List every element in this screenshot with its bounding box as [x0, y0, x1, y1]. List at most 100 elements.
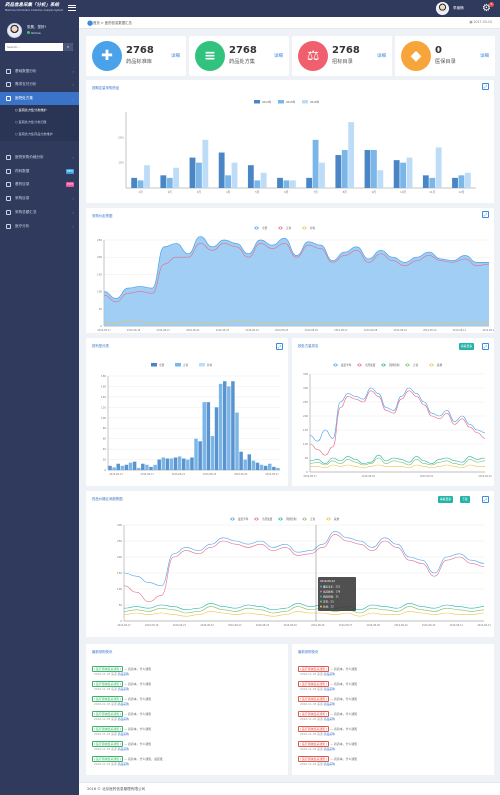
tick-label: 11月 [429, 190, 435, 194]
sidebar-item-3[interactable]: 医院采购价格分析 › [0, 151, 79, 164]
news-link[interactable]: 药品采购 [323, 687, 335, 691]
expand-icon[interactable]: ⤢ [482, 496, 489, 503]
news-headline: [ 医疗器械集采通知 ] — 药药本，什么通知，进度批 [92, 756, 163, 762]
news-link[interactable]: 药品采购 [323, 702, 335, 706]
news-link[interactable]: 药品采购 [117, 717, 129, 721]
expand-icon[interactable]: ⤢ [276, 343, 283, 350]
news-link[interactable]: 药品采购 [323, 747, 335, 751]
sidebar-search: ⌕ [5, 43, 73, 51]
news-item[interactable]: [ 医疗器械集采通知 ] — 药药本，什么通知 2016-11-03 来源 药品采购 [298, 696, 478, 709]
news-item[interactable]: [ 医疗器械集采通知 ] — 药药本，什么通知 2016-11-03 来源 药品采购 [298, 726, 478, 739]
stat-detail-link[interactable]: 详细 [377, 54, 386, 59]
panel-title: 按期定量采购药品 [92, 86, 120, 90]
sidebar-item-6[interactable]: 采购目录 › [0, 192, 79, 205]
tick-label: 5月 [255, 190, 260, 194]
tooltip-dot [320, 605, 322, 608]
news-link[interactable]: 药品采购 [117, 687, 129, 691]
news-item[interactable]: [ 医疗器械集采通知 ] — 药药本，什么通知 2016-11-03 来源 药品采购 [92, 711, 272, 724]
tick-label: 300 [303, 386, 308, 390]
submenu-item[interactable]: ○ 医院处方集分类归属 [15, 120, 47, 124]
legend-swatch [175, 363, 181, 367]
news-item[interactable]: [ 医疗器械集采通知 ] — 药药本，什么通知 2016-11-03 来源 药品采购 [92, 681, 272, 694]
sidebar-item-8[interactable]: 医疗分析 › [0, 220, 79, 233]
legend-marker [333, 363, 337, 367]
legend-marker [279, 517, 283, 521]
tick-label: 120 [101, 405, 106, 409]
news-link[interactable]: 药品采购 [117, 672, 129, 676]
news-source: 来源 [111, 687, 117, 691]
stat-detail-link[interactable]: 详细 [274, 54, 283, 59]
expand-icon[interactable]: ⤢ [482, 343, 489, 350]
sidebar-item-2[interactable]: 医院处方集 ⌄ [0, 92, 79, 105]
sidebar-item-label: 医疗分析 [15, 224, 30, 228]
series-line [103, 243, 490, 303]
sidebar-item-0[interactable]: 基础数据分析 › [0, 65, 79, 78]
news-link[interactable]: 药品采购 [323, 672, 335, 676]
news-item[interactable]: [ 医疗器械集采通知 ] — 药药本，什么通知，进度批 2016-11-03 来源 … [92, 756, 272, 769]
news-link[interactable]: 药品采购 [323, 732, 335, 736]
news-item[interactable]: [ 医疗器械集采通知 ] — 药药本，什么通知 2016-11-03 来源 药品采购 [92, 666, 272, 679]
gear-icon[interactable]: ⚙ [482, 3, 491, 14]
bar [153, 464, 157, 470]
bar [276, 467, 280, 470]
wallet-icon [6, 82, 11, 87]
series-line [123, 534, 485, 603]
news-source: 来源 [111, 732, 117, 736]
submenu-item[interactable]: ○ 医院处方集药品分类维护 [15, 132, 53, 136]
news-item[interactable]: [ 医疗器械集采通知 ] — 药药本，什么通知 2016-11-03 来源 药品采购 [298, 681, 478, 694]
news-item[interactable]: [ 医疗器械集采通知 ] — 药药本，什么通知 2016-11-03 来源 药品采购 [92, 741, 272, 754]
tick-label: 2016-08-10 [422, 624, 436, 627]
tick-label: 2016-08-18 [127, 329, 141, 332]
news-text: — 药药本，什么通知 [330, 712, 358, 716]
download-button[interactable]: 下载 [460, 496, 470, 503]
tick-label: 0 [100, 324, 102, 328]
sidebar-item-7[interactable]: 采购总额汇总 › [0, 206, 79, 219]
view-more-button[interactable]: 看看更多 [438, 496, 454, 503]
news-link[interactable]: 药品采购 [117, 732, 129, 736]
news-item[interactable]: [ 医疗器械集采通知 ] — 药药本，什么通知 2016-11-03 来源 药品采购 [298, 666, 478, 679]
stat-detail-link[interactable]: 详细 [480, 54, 489, 59]
news-link[interactable]: 药品采购 [117, 702, 129, 706]
tick-label: 200 [303, 414, 308, 418]
news-link[interactable]: 药品采购 [323, 717, 335, 721]
user-name[interactable]: 李朋畅 [453, 6, 464, 10]
news-item[interactable]: [ 医疗器械集采通知 ] — 药药本，什么通知 2016-11-03 来源 药品采购 [92, 726, 272, 739]
sidebar-item-1[interactable]: 需求支付分析 › [0, 78, 79, 91]
panel-price-trend: 采购价走势图 ⤢ 全部 正常 异常 0 50 100 150 200 250 2016-08-17… [86, 208, 494, 333]
news-item[interactable]: [ 医疗器械集采通知 ] — 药药本，什么通知 2016-11-03 来源 药品采购 [298, 756, 478, 769]
tick-label: 2016-08-13 [109, 473, 123, 476]
current-date: ▦ 2017-03-10 [469, 20, 492, 24]
expand-icon[interactable]: ⤢ [482, 211, 489, 218]
expand-icon[interactable]: ⤢ [482, 83, 489, 90]
bar [132, 461, 137, 470]
tick-label: 2016-08-23 [203, 473, 217, 476]
news-link[interactable]: 药品采购 [117, 747, 129, 751]
menu-toggle-icon[interactable] [68, 4, 76, 12]
news-item[interactable]: [ 医疗器械集采通知 ] — 药药本，什么通知 2016-11-03 来源 药品采购 [298, 741, 478, 754]
stat-value: 2768 [332, 45, 360, 56]
search-icon[interactable]: ⌕ [63, 43, 73, 51]
news-text: — 药药本，什么通知 [124, 697, 152, 701]
logo-title: 药品信息采集「分析」系统 [5, 3, 59, 8]
news-link[interactable]: 药品采购 [323, 762, 335, 766]
tick-label: 350 [303, 372, 308, 376]
breadcrumb-path[interactable]: 首页 > 医药信息数据汇总 [93, 21, 132, 25]
view-more-button[interactable]: 看看更多 [459, 343, 475, 350]
news-link[interactable]: 药品采购 [117, 762, 129, 766]
bar [435, 147, 442, 188]
sidebar-item-4[interactable]: 药码数据 NEW [0, 165, 79, 178]
tick-label: 10月 [400, 190, 406, 194]
bar [231, 162, 238, 188]
search-input[interactable] [7, 43, 61, 51]
submenu-item[interactable]: ○ 医院处方集分类维护 [15, 108, 47, 112]
news-item[interactable]: [ 医疗器械集采通知 ] — 药药本，什么通知 2016-11-03 来源 药品采购 [92, 696, 272, 709]
sidebar-item-5[interactable]: 基药目录 HOT [0, 178, 79, 191]
user-avatar[interactable] [436, 2, 449, 15]
news-source: 来源 [317, 762, 323, 766]
stat-detail-link[interactable]: 详细 [171, 54, 180, 59]
area-all [104, 236, 489, 326]
bar [348, 122, 355, 188]
news-item[interactable]: [ 医疗器械集采通知 ] — 药药本，什么通知 2016-11-03 来源 药品采购 [298, 711, 478, 724]
news-text: — 药药本，什么通知 [330, 667, 358, 671]
tick-label: 100 [303, 442, 308, 446]
